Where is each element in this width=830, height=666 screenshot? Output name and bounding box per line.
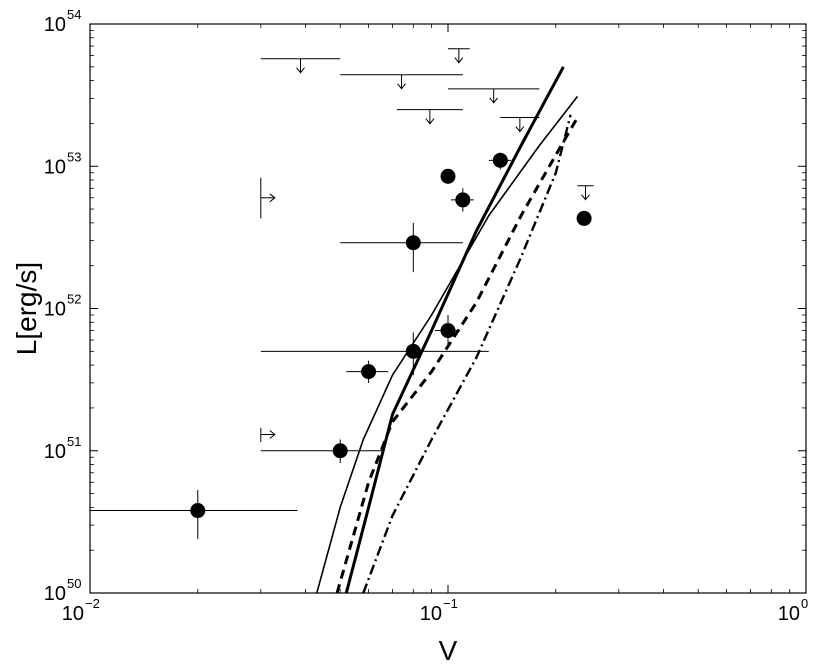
data-point: [440, 323, 456, 339]
y-tick-exponent: 50: [67, 576, 81, 591]
data-point: [190, 503, 206, 519]
y-tick-exponent: 52: [67, 292, 81, 307]
x-tick-label: 10: [62, 603, 84, 625]
y-tick-label: 10: [44, 583, 66, 605]
data-point: [332, 443, 348, 459]
upper-limit-arrowhead: [425, 118, 435, 125]
data-point: [440, 168, 456, 184]
data-point: [405, 235, 421, 251]
limit-markers: [260, 48, 594, 443]
lower-limit-arrowhead: [269, 193, 276, 203]
data-point: [492, 152, 508, 168]
upper-limit-arrowhead: [397, 83, 406, 90]
data-point: [455, 192, 471, 208]
model-curves: [316, 66, 579, 593]
x-tick-exponent: 0: [801, 596, 808, 611]
upper-limit-arrowhead: [296, 67, 305, 74]
y-tick-label: 10: [44, 156, 66, 178]
y-tick-exponent: 51: [67, 434, 81, 449]
y-tick-exponent: 53: [67, 149, 81, 164]
data-point: [361, 364, 377, 380]
y-tick-label: 10: [44, 441, 66, 463]
x-tick-label: 10: [778, 603, 800, 625]
x-tick-exponent: −2: [85, 596, 100, 611]
lower-limit-arrowhead: [269, 430, 276, 439]
data-point: [405, 343, 421, 359]
upper-limit-arrowhead: [489, 97, 499, 104]
x-tick-exponent: −1: [443, 596, 458, 611]
upper-limit-arrowhead: [454, 57, 464, 64]
upper-limit-arrowhead: [581, 194, 590, 201]
data-point: [576, 210, 592, 226]
y-axis-label: L[erg/s]: [11, 262, 42, 355]
model-curve-dash-dot: [362, 114, 572, 593]
y-tick-exponent: 54: [67, 7, 81, 22]
axis-ticks: [89, 23, 807, 594]
y-tick-label: 10: [44, 14, 66, 36]
model-curve-thick-solid: [344, 66, 565, 593]
x-tick-label: 10: [420, 603, 442, 625]
x-axis-label: V: [439, 635, 458, 666]
y-tick-label: 10: [44, 299, 66, 321]
model-curve-dashed: [335, 116, 579, 593]
data-points: [90, 152, 592, 539]
upper-limit-arrowhead: [515, 126, 525, 133]
